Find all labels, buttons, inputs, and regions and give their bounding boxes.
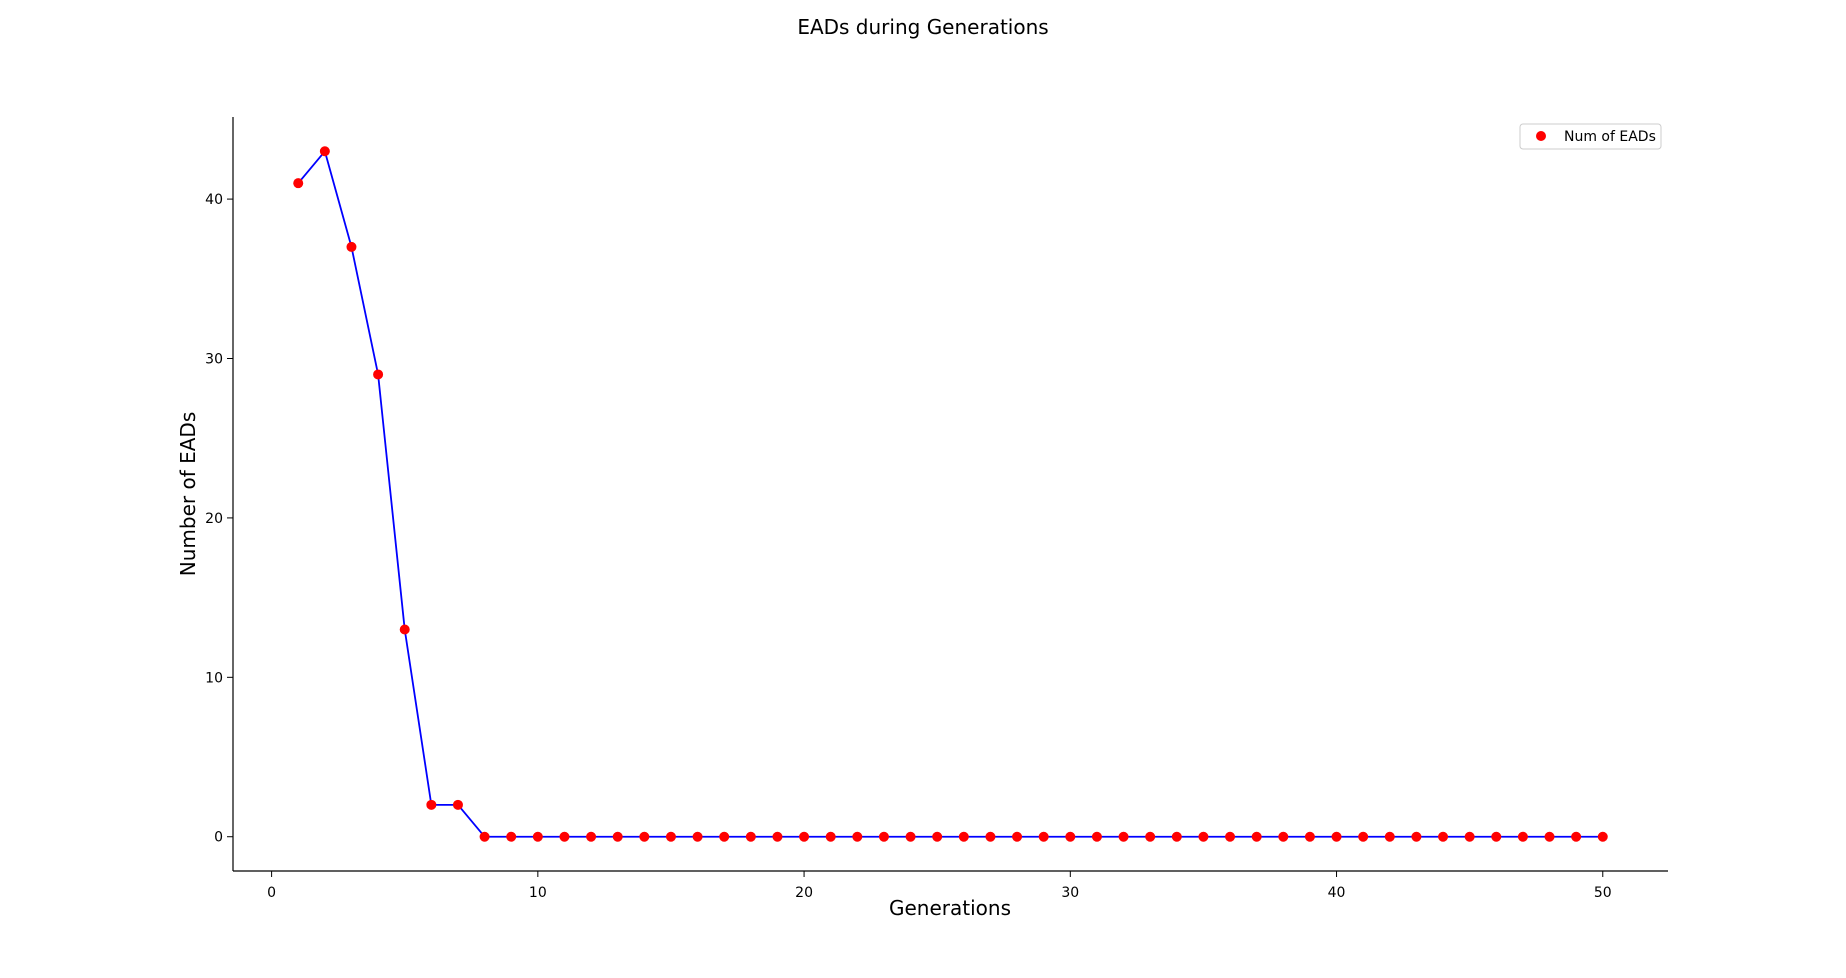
data-point — [932, 831, 943, 842]
data-point — [1171, 831, 1182, 842]
x-tick-label: 50 — [1594, 885, 1612, 901]
legend-marker — [1536, 131, 1546, 141]
data-point — [1517, 831, 1528, 842]
data-point — [1145, 831, 1156, 842]
data-point — [1091, 831, 1102, 842]
data-point — [1464, 831, 1475, 842]
data-point — [373, 369, 384, 380]
y-axis-ticks: 0 10 20 30 40 — [205, 192, 233, 846]
data-point — [1251, 831, 1262, 842]
y-tick-label: 0 — [214, 830, 223, 846]
data-point — [399, 624, 410, 635]
data-point — [665, 831, 676, 842]
data-point — [559, 831, 570, 842]
y-tick-label: 10 — [205, 670, 223, 686]
data-point — [852, 831, 863, 842]
data-point — [1597, 831, 1608, 842]
data-point — [1331, 831, 1342, 842]
data-point — [985, 831, 996, 842]
data-point — [612, 831, 623, 842]
x-axis-ticks: 0 10 20 30 40 50 — [267, 871, 1612, 901]
legend: Num of EADs — [1519, 123, 1662, 150]
data-point — [1544, 831, 1555, 842]
data-point — [1198, 831, 1209, 842]
data-point — [506, 831, 517, 842]
data-point — [319, 146, 330, 157]
x-tick-label: 0 — [267, 885, 276, 901]
y-tick-label: 20 — [205, 511, 223, 527]
data-point — [346, 241, 357, 252]
axes — [232, 117, 1668, 872]
data-point — [825, 831, 836, 842]
data-point — [293, 178, 304, 189]
data-point — [1278, 831, 1289, 842]
x-tick-label: 40 — [1328, 885, 1346, 901]
data-point — [1304, 831, 1315, 842]
series-line — [297, 150, 1603, 838]
data-point — [905, 831, 916, 842]
x-axis-label: Generations — [889, 896, 1011, 920]
legend-frame — [1519, 123, 1662, 150]
data-point — [1571, 831, 1582, 842]
data-point — [772, 831, 783, 842]
data-point — [639, 831, 650, 842]
chart-title: EADs during Generations — [797, 15, 1048, 39]
data-point — [878, 831, 889, 842]
series-layer — [293, 146, 1608, 842]
x-tick-label: 20 — [795, 885, 813, 901]
data-point — [1012, 831, 1023, 842]
data-point — [958, 831, 969, 842]
data-point — [745, 831, 756, 842]
data-point — [1411, 831, 1422, 842]
data-point — [1358, 831, 1369, 842]
x-tick-label: 30 — [1061, 885, 1079, 901]
y-axis-label: Number of EADs — [176, 412, 200, 576]
data-point — [1118, 831, 1129, 842]
data-point — [1065, 831, 1076, 842]
data-point — [1225, 831, 1236, 842]
data-point — [799, 831, 810, 842]
data-point — [586, 831, 597, 842]
data-point — [719, 831, 730, 842]
x-tick-label: 10 — [529, 885, 547, 901]
data-point — [532, 831, 543, 842]
data-point — [452, 799, 463, 810]
data-point — [692, 831, 703, 842]
y-tick-label: 40 — [205, 192, 223, 208]
data-point — [1038, 831, 1049, 842]
data-point — [1491, 831, 1502, 842]
data-point — [426, 799, 437, 810]
y-tick-label: 30 — [205, 352, 223, 368]
legend-label: Num of EADs — [1564, 129, 1656, 145]
data-point — [1384, 831, 1395, 842]
data-point — [479, 831, 490, 842]
data-point — [1438, 831, 1449, 842]
